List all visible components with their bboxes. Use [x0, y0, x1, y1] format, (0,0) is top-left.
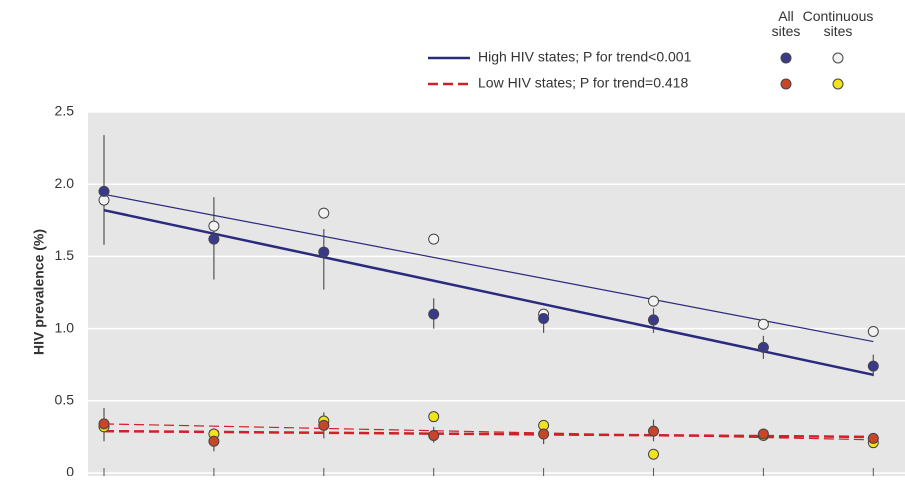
data-point: [867, 432, 879, 444]
legend-header-line: All: [778, 8, 794, 24]
data-point: [648, 448, 659, 460]
data-point: [208, 220, 220, 232]
trend-line: [103, 208, 874, 377]
y-tick-label: 1.0: [55, 319, 75, 335]
y-tick-label: 0: [66, 464, 74, 476]
trend-line: [103, 193, 874, 343]
data-point: [98, 418, 110, 430]
y-tick-label: 0.5: [55, 392, 75, 408]
y-tick-label: 2.0: [55, 175, 75, 191]
trend-line: [103, 423, 874, 441]
data-point: [208, 435, 220, 447]
legend-marker: [780, 52, 792, 64]
y-tick-label: 2.5: [55, 103, 75, 119]
legend-header: Continuous sites: [803, 8, 874, 39]
y-tick-label: 1.5: [55, 247, 75, 263]
data-point: [757, 341, 769, 353]
legend-header-line: sites: [772, 23, 801, 39]
data-point: [428, 308, 440, 320]
data-point: [867, 325, 879, 337]
data-point: [538, 428, 550, 440]
legend-header: All sites: [772, 8, 801, 39]
data-point: [538, 312, 550, 324]
legend-header-line: Continuous: [803, 8, 874, 24]
data-point: [757, 318, 769, 330]
y-axis-label: HIV prevalence (%): [31, 229, 47, 355]
legend-header-line: sites: [824, 23, 853, 39]
data-point: [208, 233, 220, 245]
data-point: [757, 428, 769, 440]
data-point: [648, 425, 659, 437]
legend-label: High HIV states; P for trend<0.001: [478, 49, 692, 65]
data-point: [428, 233, 440, 245]
data-point: [318, 246, 330, 258]
trend-line: [103, 429, 874, 439]
legend-marker: [832, 78, 844, 90]
data-point: [318, 207, 330, 219]
data-point: [428, 411, 440, 423]
legend-marker: [832, 52, 844, 64]
data-point: [648, 314, 659, 326]
data-point: [98, 185, 110, 197]
data-point: [318, 419, 330, 431]
legend-marker: [780, 78, 792, 90]
data-point: [648, 295, 659, 307]
data-point: [428, 429, 440, 441]
data-point: [867, 360, 879, 372]
legend-label: Low HIV states; P for trend=0.418: [478, 75, 688, 91]
